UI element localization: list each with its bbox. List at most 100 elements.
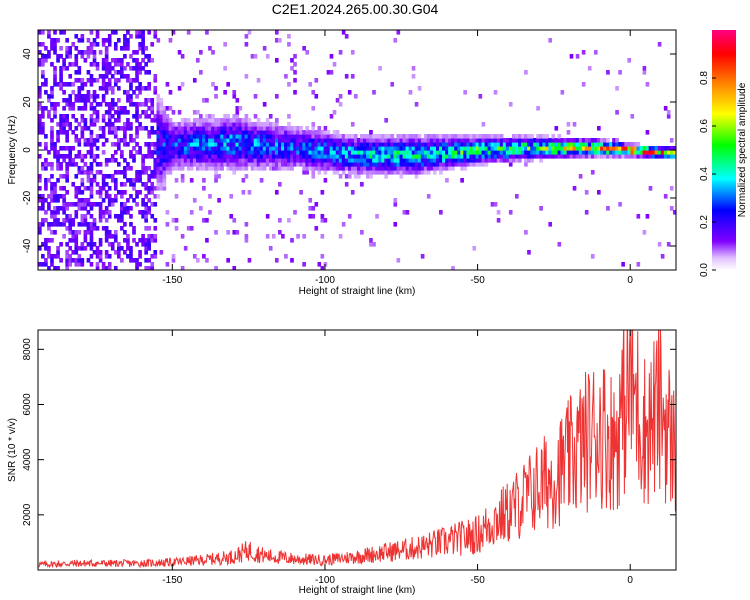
heatmap-cell [405, 154, 410, 159]
heatmap-cell [113, 250, 118, 255]
heatmap-cell [505, 146, 510, 151]
heatmap-cell [560, 154, 565, 159]
heatmap-cell [86, 126, 91, 131]
heatmap-cell [168, 38, 173, 43]
heatmap-cell [50, 258, 54, 263]
heatmap-cell [50, 38, 54, 43]
heatmap-cell [150, 174, 155, 179]
heatmap-cell [62, 30, 66, 35]
heatmap-cell [469, 146, 474, 151]
heatmap-cell [357, 166, 361, 171]
heatmap-cell [189, 154, 194, 159]
heatmap-cell [357, 142, 361, 147]
heatmap-cell [496, 150, 501, 155]
heatmap-cell [414, 138, 419, 143]
heatmap-cell [89, 82, 94, 87]
heatmap-cell [326, 142, 331, 147]
heatmap-cell [223, 150, 227, 155]
heatmap-cell [86, 186, 91, 191]
heatmap-cell [232, 122, 237, 127]
heatmap-cell [47, 114, 51, 119]
heatmap-cell [505, 150, 510, 155]
heatmap-cell [238, 106, 243, 111]
heatmap-cell [384, 150, 388, 155]
heatmap-cell [217, 118, 221, 123]
heatmap-cell [89, 122, 94, 127]
heatmap-cell [302, 154, 306, 159]
heatmap-cell [350, 190, 355, 195]
heatmap-cell [235, 122, 240, 127]
heatmap-cell [442, 138, 446, 143]
heatmap-cell [229, 134, 234, 139]
heatmap-cell [590, 146, 595, 151]
heatmap-cell [402, 158, 407, 163]
heatmap-cell [110, 86, 115, 91]
heatmap-cell [71, 106, 76, 111]
y-tick-label: 6000 [22, 393, 33, 416]
heatmap-cell [116, 38, 121, 43]
heatmap-cell [527, 250, 531, 255]
heatmap-cell [141, 102, 145, 107]
heatmap-cell [226, 118, 230, 123]
heatmap-cell [144, 86, 148, 91]
heatmap-cell [41, 42, 45, 47]
heatmap-cell [393, 154, 398, 159]
heatmap-cell [41, 114, 45, 119]
heatmap-cell [651, 154, 656, 159]
heatmap-cell [496, 218, 501, 223]
heatmap-cell [278, 146, 282, 151]
heatmap-cell [454, 158, 458, 163]
heatmap-cell [110, 66, 115, 71]
heatmap-cell [74, 174, 79, 179]
heatmap-cell [150, 190, 155, 195]
heatmap-cell [232, 170, 237, 175]
heatmap-cell [138, 62, 142, 67]
heatmap-cell [147, 30, 152, 35]
heatmap-cell [59, 114, 63, 119]
heatmap-cell [186, 138, 191, 143]
heatmap-cell [110, 246, 115, 251]
heatmap-cell [135, 62, 139, 67]
heatmap-cell [381, 146, 385, 151]
heatmap-cell [89, 78, 94, 83]
heatmap-cell [74, 238, 79, 243]
heatmap-cell [168, 122, 173, 127]
heatmap-cell [314, 94, 319, 99]
heatmap-cell [195, 118, 200, 123]
heatmap-cell [147, 70, 152, 75]
heatmap-cell [180, 134, 185, 139]
heatmap-cell [141, 210, 145, 215]
heatmap-cell [199, 162, 203, 167]
heatmap-cell [387, 166, 392, 171]
heatmap-cell [332, 130, 337, 135]
heatmap-cell [363, 166, 367, 171]
heatmap-cell [384, 154, 388, 159]
heatmap-cell [432, 158, 437, 163]
heatmap-cell [144, 98, 148, 103]
heatmap-cell [408, 158, 413, 163]
heatmap-cell [116, 118, 121, 123]
heatmap-cell [508, 150, 513, 155]
heatmap-cell [226, 122, 230, 127]
heatmap-cell [560, 150, 565, 155]
heatmap-cell [192, 146, 197, 151]
heatmap-cell [326, 154, 331, 159]
heatmap-cell [369, 130, 373, 135]
heatmap-cell [59, 74, 63, 79]
heatmap-cell [38, 42, 42, 47]
heatmap-cell [113, 134, 118, 139]
heatmap-cell [566, 130, 571, 135]
heatmap-cell [116, 254, 121, 259]
heatmap-cell [350, 158, 355, 163]
heatmap-cell [65, 254, 69, 259]
heatmap-cell [135, 114, 139, 119]
heatmap-cell [205, 118, 209, 123]
heatmap-cell [281, 146, 285, 151]
heatmap-cell [147, 98, 152, 103]
heatmap-cell [311, 134, 316, 139]
heatmap-cell [350, 154, 355, 159]
heatmap-cell [305, 50, 309, 55]
heatmap-cell [256, 126, 261, 131]
heatmap-cell [274, 142, 279, 147]
heatmap-cell [250, 122, 255, 127]
